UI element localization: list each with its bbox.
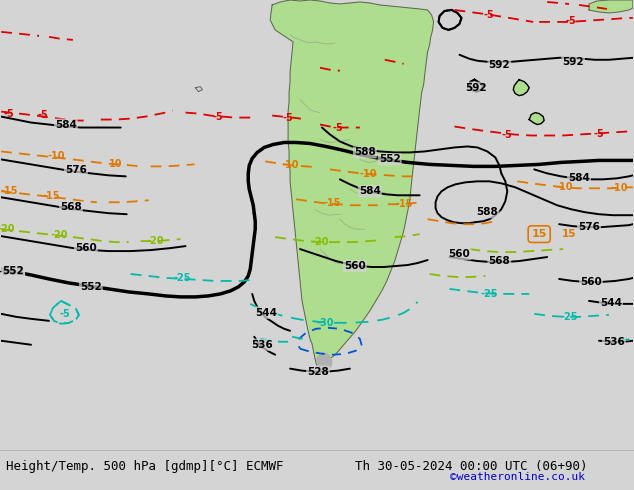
Text: 588: 588 [477,207,498,217]
Text: 536: 536 [603,337,624,347]
Text: -10: -10 [610,183,628,194]
Text: -5: -5 [502,129,513,140]
Text: 560: 560 [75,243,97,253]
Text: -5: -5 [37,110,48,120]
Text: -20: -20 [311,237,329,247]
Text: -5: -5 [4,109,15,119]
Text: -552: -552 [0,267,24,277]
Text: -20: -20 [0,224,15,234]
Text: 10: 10 [109,159,122,170]
Text: 544: 544 [600,298,622,308]
Polygon shape [270,0,434,367]
Text: 552: 552 [3,266,24,276]
Polygon shape [317,353,332,369]
Text: 588: 588 [354,147,376,157]
Text: ©weatheronline.co.uk: ©weatheronline.co.uk [450,472,585,482]
Text: -15: -15 [396,199,413,209]
Text: -5: -5 [484,10,495,20]
Text: 584: 584 [55,120,77,129]
Text: 568: 568 [488,256,510,266]
Text: 592: 592 [489,60,510,70]
Text: -15: -15 [42,191,60,201]
Text: 536: 536 [251,340,273,350]
Text: Height/Temp. 500 hPa [gdmp][°C] ECMWF: Height/Temp. 500 hPa [gdmp][°C] ECMWF [6,460,283,473]
Text: 576: 576 [578,222,600,232]
Text: 560: 560 [449,249,470,259]
Text: -15: -15 [323,198,340,208]
Text: -20: -20 [147,236,164,246]
Text: 560: 560 [580,277,602,287]
Text: -30: -30 [316,318,333,328]
Text: -10: -10 [47,151,65,161]
Text: 528: 528 [307,367,329,377]
Text: 592: 592 [465,83,487,93]
Text: -25: -25 [560,312,578,322]
Text: -10: -10 [555,182,573,192]
Polygon shape [529,113,544,124]
Text: 544: 544 [256,308,277,318]
Text: 15: 15 [531,229,547,239]
Text: 552: 552 [80,282,101,292]
Text: -5: -5 [333,122,343,132]
Text: -15: -15 [1,186,18,196]
Text: -5: -5 [283,113,294,122]
Text: -10: -10 [281,160,299,171]
Text: -5: -5 [60,309,70,319]
Text: 568: 568 [60,202,82,212]
Text: 560: 560 [344,261,366,271]
Text: 584: 584 [359,186,381,196]
Text: 576: 576 [65,165,87,175]
Text: 584: 584 [568,173,590,183]
Text: -5: -5 [213,112,224,122]
Text: 15: 15 [562,229,576,239]
Text: -10: -10 [359,170,377,179]
Text: 552: 552 [379,154,401,165]
Text: -5: -5 [566,16,576,26]
Polygon shape [589,0,633,13]
Text: -5: -5 [593,128,604,139]
Polygon shape [514,80,529,96]
Text: 592: 592 [562,57,584,67]
Text: -25: -25 [174,273,191,283]
Text: Th 30-05-2024 00:00 UTC (06+90): Th 30-05-2024 00:00 UTC (06+90) [355,460,588,473]
Text: -20: -20 [50,230,68,240]
Text: -25: -25 [481,289,498,299]
